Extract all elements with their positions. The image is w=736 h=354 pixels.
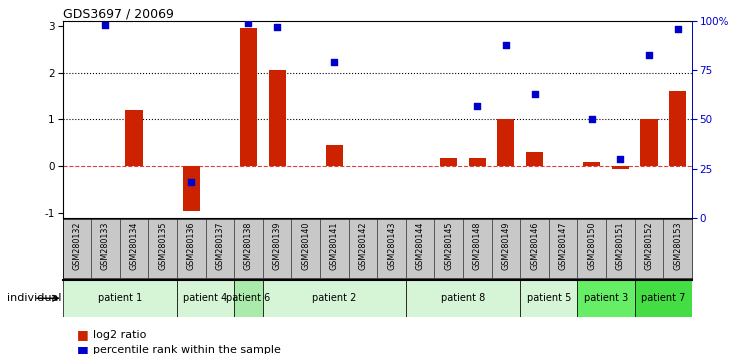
Text: patient 8: patient 8 — [441, 293, 485, 303]
Point — [472, 103, 484, 109]
Bar — [520, 280, 578, 317]
Text: GSM280140: GSM280140 — [301, 221, 310, 270]
Bar — [177, 280, 234, 317]
Point — [643, 52, 655, 57]
Point — [243, 21, 255, 26]
Text: ■: ■ — [77, 344, 89, 354]
Text: GSM280149: GSM280149 — [501, 221, 511, 270]
Text: patient 4: patient 4 — [183, 293, 227, 303]
Point — [271, 24, 283, 30]
Bar — [498, 120, 514, 166]
Bar — [326, 145, 343, 166]
Bar — [583, 161, 601, 166]
Bar — [183, 166, 200, 211]
Text: GSM280148: GSM280148 — [473, 221, 482, 270]
Text: patient 1: patient 1 — [98, 293, 142, 303]
Text: percentile rank within the sample: percentile rank within the sample — [93, 346, 281, 354]
Bar — [669, 91, 686, 166]
Bar — [263, 280, 406, 317]
Bar — [526, 152, 543, 166]
Bar — [63, 280, 177, 317]
Point — [672, 26, 684, 32]
Text: GSM280144: GSM280144 — [416, 221, 425, 270]
Text: GSM280136: GSM280136 — [187, 221, 196, 270]
Text: GSM280153: GSM280153 — [673, 221, 682, 270]
Bar — [469, 158, 486, 166]
Point — [615, 156, 626, 161]
Text: GSM280147: GSM280147 — [559, 221, 567, 270]
Bar — [578, 280, 634, 317]
Text: GSM280135: GSM280135 — [158, 221, 167, 270]
Point — [328, 60, 340, 65]
Text: GSM280133: GSM280133 — [101, 221, 110, 270]
Text: GDS3697 / 20069: GDS3697 / 20069 — [63, 7, 174, 20]
Text: log2 ratio: log2 ratio — [93, 330, 147, 339]
Text: patient 5: patient 5 — [527, 293, 571, 303]
Text: GSM280141: GSM280141 — [330, 221, 339, 270]
Bar — [240, 28, 257, 166]
Text: GSM280150: GSM280150 — [587, 221, 596, 270]
Text: GSM280137: GSM280137 — [216, 221, 224, 270]
Bar — [634, 280, 692, 317]
Point — [99, 22, 111, 28]
Bar — [125, 110, 143, 166]
Text: GSM280152: GSM280152 — [645, 221, 654, 270]
Bar — [269, 70, 286, 166]
Bar — [640, 120, 657, 166]
Text: individual: individual — [7, 293, 62, 303]
Text: GSM280151: GSM280151 — [616, 221, 625, 270]
Text: patient 6: patient 6 — [227, 293, 271, 303]
Bar — [406, 280, 520, 317]
Text: patient 3: patient 3 — [584, 293, 628, 303]
Bar — [612, 166, 629, 169]
Bar — [234, 280, 263, 317]
Text: ■: ■ — [77, 328, 89, 341]
Text: GSM280139: GSM280139 — [272, 221, 282, 270]
Point — [185, 179, 197, 185]
Bar — [440, 158, 457, 166]
Text: GSM280134: GSM280134 — [130, 221, 138, 270]
Text: GSM280145: GSM280145 — [445, 221, 453, 270]
Point — [500, 42, 512, 48]
Text: GSM280132: GSM280132 — [72, 221, 82, 270]
Point — [528, 91, 540, 97]
Text: GSM280138: GSM280138 — [244, 221, 253, 270]
Text: GSM280142: GSM280142 — [358, 221, 367, 270]
Text: patient 7: patient 7 — [641, 293, 685, 303]
Text: GSM280143: GSM280143 — [387, 221, 396, 270]
Text: patient 2: patient 2 — [312, 293, 356, 303]
Point — [586, 116, 598, 122]
Text: GSM280146: GSM280146 — [530, 221, 539, 270]
